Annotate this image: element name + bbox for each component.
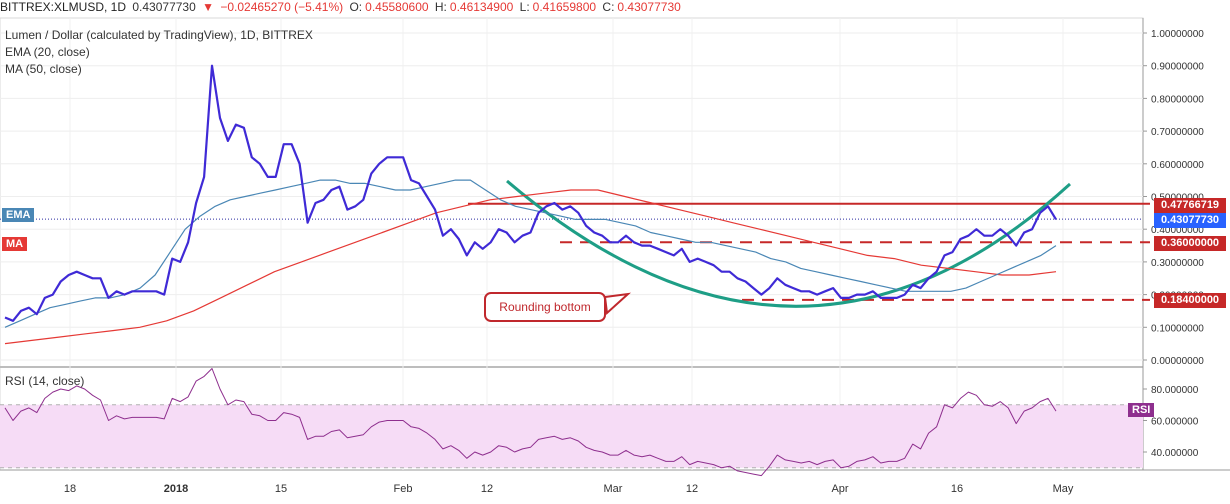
low-label: L: [519, 0, 530, 14]
last-price: 0.43077730 [132, 0, 196, 14]
rsi-axis[interactable]: 80.000000 60.000000 40.000000 [1143, 385, 1199, 459]
rsi-legend[interactable]: RSI (14, close) [5, 374, 85, 388]
rsi-tick-label: 40.000000 [1151, 448, 1199, 459]
x-tick-label: 12 [686, 483, 698, 495]
price-tag-last: 0.43077730 [1154, 213, 1226, 228]
symbol-name[interactable]: BITTREX:XLMUSD, 1D [0, 0, 127, 14]
ma-legend[interactable]: MA (50, close) [5, 62, 82, 76]
high-label: H: [434, 0, 447, 14]
rsi-band [0, 404, 1143, 469]
ma-tag: MA [2, 237, 28, 251]
y-tick-label: 1.00000000 [1151, 29, 1204, 40]
rsi-tick-label: 60.000000 [1151, 417, 1199, 428]
close-label: C: [602, 0, 615, 14]
x-tick-label: 15 [275, 483, 287, 495]
x-tick-label: May [1053, 483, 1074, 495]
rsi-tag: RSI [1128, 403, 1155, 417]
x-tick-label: 18 [64, 483, 76, 495]
x-tick-label: Mar [604, 483, 623, 495]
ema-20-line[interactable] [4, 179, 1057, 328]
chart-title: Lumen / Dollar (calculated by TradingVie… [5, 28, 313, 42]
rsi-fill [0, 404, 1143, 468]
high-value: 0.46134900 [449, 0, 514, 14]
rounding-bottom-callout[interactable]: Rounding bottom [484, 292, 606, 322]
x-tick-label: 12 [481, 483, 493, 495]
open-label: O: [349, 0, 363, 14]
y-tick-label: 0.30000000 [1151, 258, 1204, 269]
price-line[interactable] [4, 64, 1057, 322]
x-tick-label: Feb [394, 483, 413, 495]
x-tick-label: Apr [831, 483, 848, 495]
symbol-header: BITTREX:XLMUSD, 1D 0.43077730 ▼ −0.02465… [0, 0, 1230, 18]
callout-pointer [603, 292, 632, 316]
rsi-tick-label: 80.000000 [1151, 385, 1199, 396]
low-value: 0.41659800 [532, 0, 597, 14]
plot-frame [0, 17, 1144, 471]
y-tick-label: 0.10000000 [1151, 323, 1204, 334]
rounding-bottom-curve[interactable] [506, 179, 1072, 308]
x-tick-label: 2018 [164, 483, 188, 495]
rsi-line[interactable] [4, 368, 1057, 477]
y-tick-label: 0.70000000 [1151, 127, 1204, 138]
chart-grid [0, 17, 1230, 471]
price-tag-support: 0.18400000 [1154, 293, 1226, 308]
y-tick-label: 0.80000000 [1151, 94, 1204, 105]
price-tag-resistance: 0.47766719 [1154, 198, 1226, 213]
ema-tag: EMA [2, 208, 35, 222]
y-tick-label: 0.00000000 [1151, 356, 1204, 367]
drawing-layer [0, 179, 1150, 316]
y-tick-label: 0.90000000 [1151, 62, 1204, 73]
ema-legend[interactable]: EMA (20, close) [5, 45, 90, 59]
time-axis[interactable]: 18 2018 15 Feb 12 Mar 12 Apr 16 May [64, 483, 1074, 495]
y-tick-label: 0.40000000 [1151, 225, 1204, 236]
triangle-down-icon: ▼ [202, 0, 215, 14]
price-change: −0.02465270 (−5.41%) [220, 0, 344, 14]
open-value: 0.45580600 [365, 0, 429, 14]
close-value: 0.43077730 [617, 0, 681, 14]
series-layer [4, 64, 1057, 477]
price-tag-neckline: 0.36000000 [1154, 236, 1226, 251]
ma-50-line[interactable] [4, 189, 1057, 345]
x-tick-label: 16 [951, 483, 963, 495]
y-tick-label: 0.60000000 [1151, 160, 1204, 171]
